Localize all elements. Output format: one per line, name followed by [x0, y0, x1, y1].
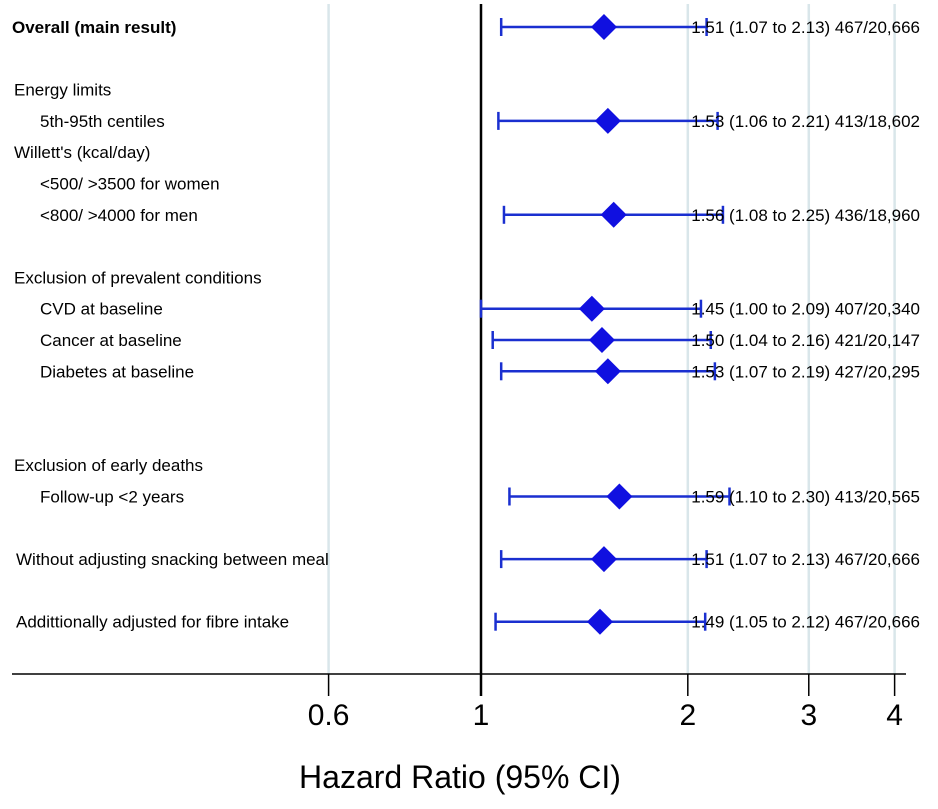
x-axis-title: Hazard Ratio (95% CI) — [299, 759, 621, 795]
stat-label: 1.56 (1.08 to 2.25) 436/18,960 — [691, 206, 920, 225]
stat-label: 1.53 (1.06 to 2.21) 413/18,602 — [691, 112, 920, 131]
x-tick-label: 0.6 — [308, 699, 350, 732]
row-label: Diabetes at baseline — [40, 362, 194, 381]
group-heading: Energy limits — [14, 81, 111, 100]
hr-marker — [594, 358, 621, 385]
estimates — [479, 14, 731, 635]
stat-label: 1.45 (1.00 to 2.09) 407/20,340 — [691, 300, 920, 319]
hr-marker — [600, 201, 627, 228]
x-tick-label: 3 — [800, 699, 817, 732]
row-label: <800/ >4000 for men — [40, 206, 198, 225]
group-heading: <500/ >3500 for women — [40, 175, 220, 194]
hr-marker — [578, 295, 605, 322]
stat-label: 1.53 (1.07 to 2.19) 427/20,295 — [691, 362, 920, 381]
row-label: 5th-95th centiles — [40, 112, 165, 131]
x-tick-label: 2 — [679, 699, 696, 732]
stat-label: 1.51 (1.07 to 2.13) 467/20,666 — [691, 18, 920, 37]
row-label: Without adjusting snacking between meal — [16, 550, 329, 569]
stat-label: 1.51 (1.07 to 2.13) 467/20,666 — [691, 550, 920, 569]
group-heading: Exclusion of early deaths — [14, 456, 203, 475]
row-label: CVD at baseline — [40, 300, 163, 319]
stat-label: 1.49 (1.05 to 2.12) 467/20,666 — [691, 613, 920, 632]
row-label: Addittionally adjusted for fibre intake — [16, 613, 289, 632]
hr-marker — [606, 483, 633, 510]
hr-marker — [590, 14, 617, 40]
x-tick-label: 4 — [886, 699, 903, 732]
row-label: Cancer at baseline — [40, 331, 182, 350]
hr-marker — [586, 608, 613, 635]
stat-label: 1.59 (1.10 to 2.30) 413/20,565 — [691, 488, 920, 507]
row-labels: Energy limits Willett's (kcal/day) <500/ >… — [12, 18, 329, 632]
row-label: Follow-up <2 years — [40, 488, 184, 507]
group-heading: Exclusion of prevalent conditions — [14, 268, 262, 287]
row-label: Overall (main result) — [12, 18, 176, 37]
hr-marker — [588, 327, 615, 353]
hr-marker — [590, 546, 617, 573]
x-tick-label: 1 — [473, 699, 490, 732]
group-heading: Willett's (kcal/day) — [14, 143, 150, 162]
stat-labels: 1.51 (1.07 to 2.13) 467/20,666 1.53 (1.06… — [691, 18, 920, 632]
x-axis-ticks: 0.6 1 2 3 4 — [308, 674, 903, 732]
stat-label: 1.50 (1.04 to 2.16) 421/20,147 — [691, 331, 920, 350]
grid-lines — [327, 4, 896, 674]
hr-marker — [594, 107, 621, 134]
